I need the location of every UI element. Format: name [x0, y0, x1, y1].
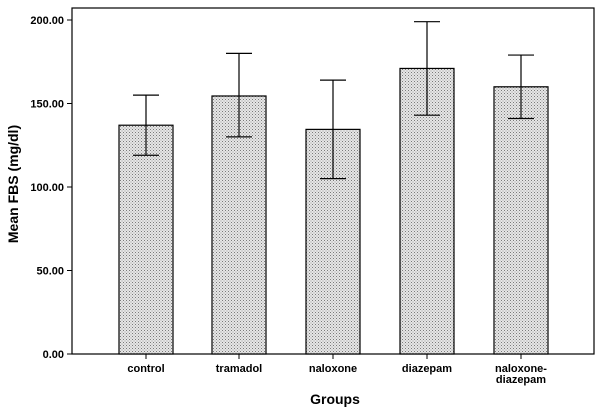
y-axis-title: Mean FBS (mg/dl) — [5, 125, 21, 243]
x-tick-label: control — [127, 363, 164, 375]
x-tick-label: diazepam — [402, 363, 452, 375]
bar — [118, 124, 174, 355]
x-tick-label: tramadol — [216, 363, 262, 375]
y-tick-label: 150.00 — [30, 99, 64, 111]
plot-area: 0.00 50.00 100.00 150.00 200.00 control tramad… — [30, 7, 595, 386]
y-tick-label: 0.00 — [43, 349, 64, 361]
y-tick-label: 50.00 — [36, 266, 64, 278]
y-tick-label: 100.00 — [30, 182, 64, 194]
x-axis-title: Groups — [310, 391, 360, 407]
y-tick-label: 200.00 — [30, 15, 64, 27]
bar — [399, 67, 455, 355]
x-tick-label: naloxone-diazepam — [495, 363, 547, 386]
bar — [211, 95, 267, 355]
x-tick-label: naloxone — [309, 363, 357, 375]
bar — [493, 86, 549, 355]
